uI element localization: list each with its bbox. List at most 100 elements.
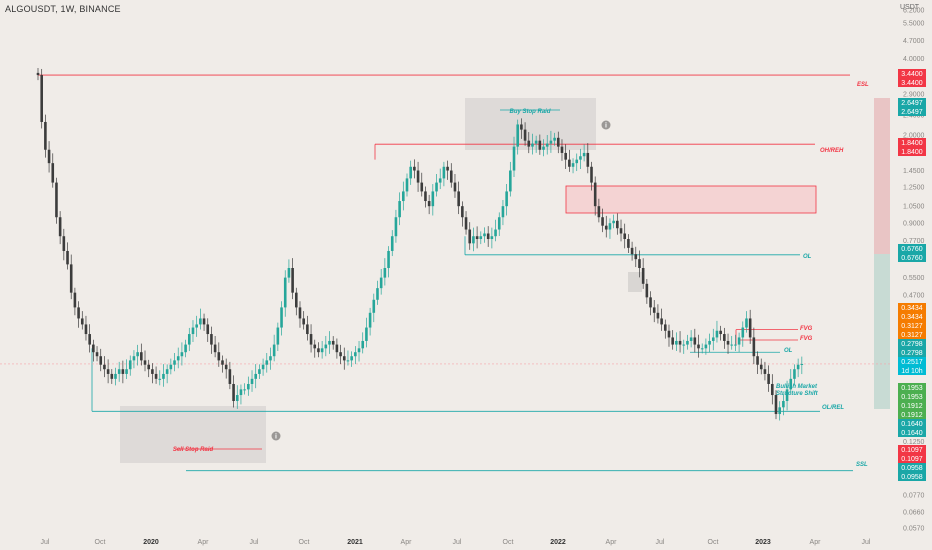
candle <box>158 370 162 386</box>
candle <box>258 364 261 380</box>
candle-body <box>99 356 103 365</box>
price-label: 2.6497 <box>898 107 926 116</box>
candle <box>545 134 549 155</box>
price-label-box <box>898 410 926 419</box>
candle-body <box>752 337 756 357</box>
candle-body <box>140 352 143 361</box>
candle <box>169 358 173 375</box>
price-label: 0.1097 <box>898 454 926 463</box>
candle <box>306 315 309 341</box>
candle-body <box>368 312 372 328</box>
candle <box>324 335 328 357</box>
candle <box>232 375 235 408</box>
candle-body <box>136 352 139 357</box>
x-tick-label: Jul <box>41 539 50 546</box>
candle <box>767 365 770 392</box>
candle <box>210 326 213 354</box>
buy-stop-raid-zone <box>465 98 596 150</box>
candle <box>619 219 623 242</box>
candle-body <box>627 239 630 248</box>
candle-body <box>114 373 117 379</box>
candle-body <box>723 334 726 341</box>
y-tick-label: 5.5000 <box>903 21 925 28</box>
candle <box>564 144 567 169</box>
candle <box>796 358 800 378</box>
price-label-text: 0.1953 <box>901 385 923 392</box>
candle-body <box>427 201 431 207</box>
price-label-text: 0.1097 <box>901 456 923 463</box>
annotation-label: Sell Stop Raid <box>173 447 214 453</box>
candle-body <box>549 140 553 144</box>
price-label-text: 0.3434 <box>901 305 923 312</box>
candle <box>782 393 785 416</box>
price-currency: USDT <box>900 4 920 11</box>
candle-body <box>497 217 501 230</box>
candle-body <box>568 159 571 167</box>
y-tick-label: 1.4500 <box>903 168 925 175</box>
candle <box>608 218 612 239</box>
candle-body <box>221 360 224 365</box>
y-tick-label: 0.5500 <box>903 275 925 282</box>
candle <box>435 173 438 197</box>
candle-body <box>730 344 734 346</box>
candle-body <box>748 318 752 338</box>
candle-body <box>649 297 652 308</box>
candle-body <box>782 401 785 408</box>
candle-body <box>394 217 398 237</box>
candle-body <box>472 236 475 244</box>
candle <box>73 287 77 316</box>
candle-body <box>162 373 165 379</box>
candle <box>354 346 357 365</box>
price-label: 0.1097 <box>898 445 926 454</box>
price-label: 1d 10h <box>898 366 926 375</box>
candle <box>276 322 280 352</box>
candle-body <box>44 121 47 150</box>
candle-body <box>217 352 221 361</box>
candle <box>549 130 553 153</box>
candle <box>239 384 243 405</box>
candle-body <box>372 299 376 313</box>
price-label: 2.6497 <box>898 98 926 107</box>
candle <box>774 390 778 420</box>
y-tick-label: 1.0500 <box>903 204 925 211</box>
candle-body <box>715 330 719 338</box>
price-label: 0.2517 <box>898 357 926 366</box>
candle-body <box>796 364 800 370</box>
candle <box>719 325 722 341</box>
candle-body <box>442 166 446 179</box>
candle-body <box>538 140 542 150</box>
candle <box>291 258 294 300</box>
y-tick-label: 0.9000 <box>903 221 925 228</box>
candle <box>671 330 674 350</box>
x-tick-label: Jul <box>250 539 259 546</box>
candle-body <box>187 334 191 345</box>
candle <box>368 307 372 336</box>
candle-body <box>708 340 711 345</box>
candle <box>748 309 752 344</box>
x-tick-label: 2022 <box>550 539 566 546</box>
price-label-text: 0.1912 <box>901 403 923 410</box>
candle-body <box>298 307 302 319</box>
candle-body <box>726 340 730 345</box>
price-label-box <box>898 330 926 339</box>
candle-body <box>184 344 187 353</box>
candle <box>69 254 73 300</box>
x-tick-label: Jul <box>453 539 462 546</box>
candle-body <box>490 236 494 240</box>
candle <box>582 144 586 162</box>
candle-body <box>117 369 121 374</box>
price-label: 1.8400 <box>898 147 926 156</box>
candle-body <box>778 407 781 415</box>
price-label-text: 0.3127 <box>901 323 923 330</box>
candle-body <box>689 337 693 341</box>
candle-body <box>579 156 582 160</box>
candle <box>590 161 593 191</box>
candle <box>438 168 442 190</box>
candle-body <box>317 348 320 353</box>
candle <box>627 234 630 253</box>
candle <box>483 227 486 243</box>
candle <box>272 334 276 362</box>
price-label: 0.1912 <box>898 410 926 419</box>
price-label-box <box>898 472 926 481</box>
